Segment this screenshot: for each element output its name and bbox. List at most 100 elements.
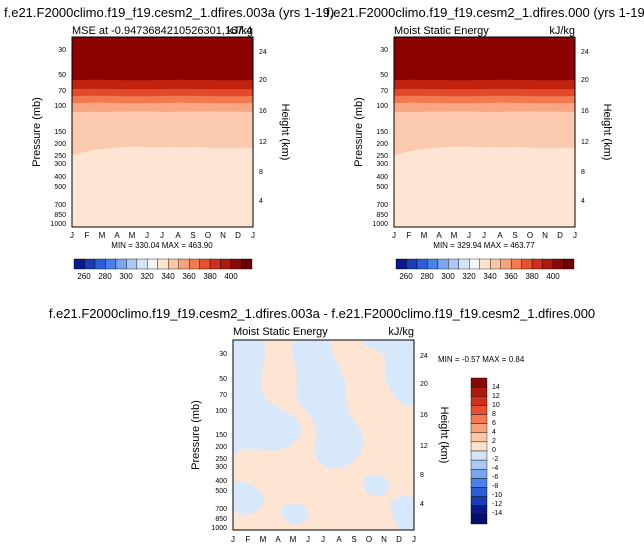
colorbar-cell bbox=[427, 258, 439, 270]
y-right-tick-label: 4 bbox=[259, 198, 263, 205]
x-tick-label: M bbox=[451, 231, 458, 240]
colorbar-label: 320 bbox=[140, 272, 154, 281]
colorbar-cell bbox=[521, 258, 533, 270]
panel-2-x-ticks: J F M A M J J A S O N D J bbox=[392, 231, 577, 240]
y-tick-label: 30 bbox=[219, 351, 227, 358]
colorbar-cell bbox=[470, 377, 488, 388]
colorbar-label: 340 bbox=[161, 272, 175, 281]
colorbar-cell bbox=[470, 487, 488, 497]
panel-3-blue-region-mid bbox=[291, 340, 363, 469]
x-tick-label: F bbox=[85, 231, 90, 240]
colorbar-cell bbox=[73, 258, 85, 270]
x-tick-label: M bbox=[99, 231, 106, 240]
panel-1-y-axis-label: Pressure (mb) bbox=[31, 97, 43, 167]
colorbar-cell bbox=[230, 258, 242, 270]
colorbar-label: 380 bbox=[525, 272, 539, 281]
colorbar-cell bbox=[470, 496, 488, 506]
panel-3-blue-region-right bbox=[362, 340, 414, 406]
colorbar-cell bbox=[490, 258, 501, 270]
x-tick-label: J bbox=[70, 231, 74, 240]
colorbar-cell bbox=[470, 396, 488, 406]
y-tick-label: 400 bbox=[54, 174, 66, 181]
panel-1-colorbar-labels: 260 280 300 320 340 360 380 400 bbox=[77, 272, 238, 281]
x-tick-label: J bbox=[573, 231, 577, 240]
colorbar-cell bbox=[105, 258, 117, 270]
colorbar-label: 260 bbox=[399, 272, 413, 281]
y-tick-label: 700 bbox=[215, 506, 227, 513]
y-tick-label: 300 bbox=[54, 161, 66, 168]
colorbar-label: -10 bbox=[492, 492, 502, 499]
y-tick-label: 250 bbox=[54, 153, 66, 160]
x-tick-label: A bbox=[175, 231, 181, 240]
panel-2-y-ticks: 30 50 70 100 150 200 250 300 400 500 700… bbox=[372, 47, 388, 228]
y-tick-label: 200 bbox=[376, 141, 388, 148]
colorbar-cell bbox=[416, 258, 428, 270]
panel-2-y-ticks-right: 24 20 16 12 8 4 bbox=[581, 49, 589, 205]
colorbar-cell bbox=[470, 441, 488, 452]
y-tick-label: 200 bbox=[54, 141, 66, 148]
y-right-tick-label: 20 bbox=[420, 381, 428, 388]
panel-1-y-ticks: 30 50 70 100 150 200 250 300 400 500 700… bbox=[50, 47, 66, 228]
x-tick-label: A bbox=[275, 535, 281, 544]
y-tick-label: 400 bbox=[376, 174, 388, 181]
x-tick-label: J bbox=[321, 535, 325, 544]
y-right-tick-label: 16 bbox=[420, 412, 428, 419]
y-tick-label: 850 bbox=[54, 212, 66, 219]
x-tick-label: A bbox=[114, 231, 120, 240]
colorbar-cell bbox=[470, 405, 488, 415]
colorbar-cell bbox=[126, 258, 138, 270]
y-tick-label: 250 bbox=[215, 456, 227, 463]
colorbar-label: 260 bbox=[77, 272, 91, 281]
colorbar-label: 300 bbox=[119, 272, 133, 281]
panel-3-y-ticks: 30 50 70 100 150 200 250 300 400 500 700… bbox=[211, 351, 227, 532]
x-tick-label: O bbox=[366, 535, 372, 544]
panel-1-title: f.e21.F2000climo.f19_f19.cesm2_1.dfires.… bbox=[4, 5, 334, 20]
colorbar-label: 8 bbox=[492, 411, 496, 418]
colorbar-label: -12 bbox=[492, 501, 502, 508]
panel-2-stats: MIN = 329.94 MAX = 463.77 bbox=[433, 241, 535, 250]
panel-2-y-axis-label-right: Height (km) bbox=[601, 104, 613, 161]
x-tick-label: A bbox=[436, 231, 442, 240]
panel-1-stats: MIN = 330.04 MAX = 463.90 bbox=[111, 241, 213, 250]
y-tick-label: 400 bbox=[215, 478, 227, 485]
y-tick-label: 30 bbox=[380, 47, 388, 54]
panel-3-frame bbox=[232, 339, 415, 531]
colorbar-cell bbox=[531, 258, 543, 270]
x-tick-label: S bbox=[512, 231, 517, 240]
colorbar-label: 400 bbox=[224, 272, 238, 281]
x-tick-label: F bbox=[407, 231, 412, 240]
colorbar-cell bbox=[448, 258, 460, 270]
colorbar-label: 300 bbox=[441, 272, 455, 281]
panel-1-plot-area bbox=[71, 36, 254, 228]
x-tick-label: F bbox=[246, 535, 251, 544]
colorbar-cell bbox=[470, 459, 488, 470]
y-tick-label: 100 bbox=[54, 103, 66, 110]
colorbar-label: 6 bbox=[492, 420, 496, 427]
y-right-tick-label: 24 bbox=[581, 49, 589, 56]
colorbar-cell bbox=[395, 258, 407, 270]
y-right-tick-label: 8 bbox=[581, 169, 585, 176]
x-tick-label: J bbox=[392, 231, 396, 240]
colorbar-cell bbox=[479, 258, 491, 270]
colorbar-cell bbox=[469, 258, 480, 270]
colorbar-cell bbox=[94, 258, 106, 270]
colorbar-label: 320 bbox=[462, 272, 476, 281]
colorbar-cell bbox=[470, 414, 488, 424]
panel-1-subtitle-left: MSE at -0.947368421052630​1,167.4 bbox=[72, 25, 252, 37]
x-tick-label: D bbox=[235, 231, 241, 240]
colorbar-label: 360 bbox=[182, 272, 196, 281]
x-tick-label: J bbox=[412, 535, 416, 544]
panel-1-colorbar-cells bbox=[73, 258, 253, 270]
panel-2-colorbar-cells bbox=[395, 258, 575, 270]
y-right-tick-label: 12 bbox=[420, 443, 428, 450]
colorbar-cell bbox=[510, 258, 522, 270]
x-tick-label: M bbox=[260, 535, 267, 544]
colorbar-cell bbox=[437, 258, 449, 270]
panel-2: f.e21.F2000climo.f19_f19.cesm2_1.dfires.… bbox=[326, 5, 644, 281]
x-tick-label: J bbox=[160, 231, 164, 240]
colorbar-label: -4 bbox=[492, 465, 498, 472]
x-tick-label: D bbox=[396, 535, 402, 544]
x-tick-label: M bbox=[290, 535, 297, 544]
x-tick-label: D bbox=[557, 231, 563, 240]
